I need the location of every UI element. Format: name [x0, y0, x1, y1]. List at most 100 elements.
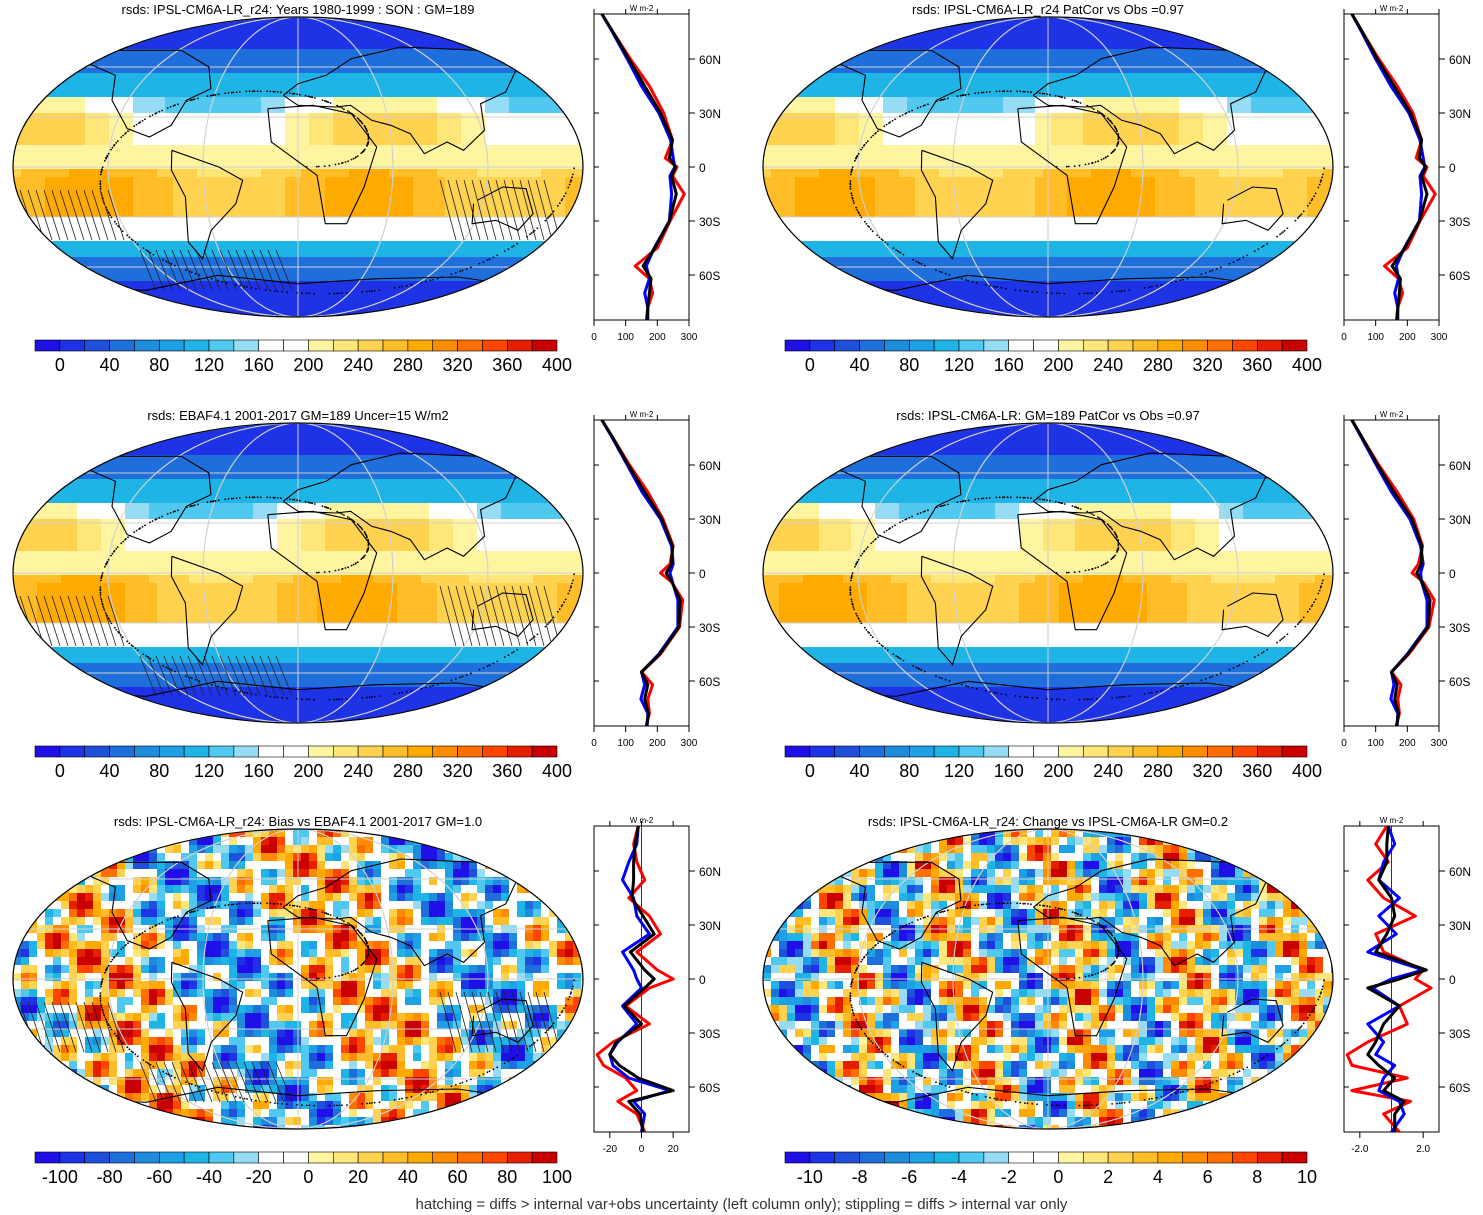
colorbar-swatch	[84, 1151, 110, 1164]
colorbar-swatch	[158, 745, 185, 758]
colorbar-tick-label: 60	[448, 1167, 468, 1187]
map-frame	[762, 422, 1334, 724]
colorbar-tick-label: 8	[1252, 1167, 1262, 1187]
panel-title: rsds: IPSL-CM6A-LR: GM=189 PatCor vs Obs…	[896, 408, 1200, 423]
profile-x-label: 300	[1431, 332, 1448, 343]
profile-unit: W m-2	[1380, 816, 1404, 825]
colorbar-tick-label: 80	[899, 355, 919, 375]
panel-svg: -100 -80 -60 -40 -20 0 20 40 60 80 100 W m-2 60N 30N 0…	[12, 816, 721, 1187]
colorbar-tick-label: 0	[55, 355, 65, 375]
profile-x-label: 100	[1367, 738, 1384, 749]
hatching	[19, 585, 561, 697]
colorbar-swatch	[1157, 1151, 1184, 1164]
colorbar-swatch	[258, 745, 284, 758]
colorbar-tick-label: 400	[1292, 761, 1322, 781]
colorbar-swatch	[1281, 745, 1308, 758]
colorbar-swatch	[1207, 745, 1233, 758]
colorbar-tick-label: 80	[899, 761, 919, 781]
colorbar-swatch	[1058, 339, 1084, 352]
profile-lat-label: 0	[699, 973, 706, 987]
colorbar-tick-label: 360	[1242, 355, 1272, 375]
colorbar-swatch	[531, 339, 558, 352]
colorbar-swatch	[784, 1151, 811, 1164]
profile-lat-label: 30N	[699, 919, 721, 933]
colorbar-tick-label: 160	[244, 761, 274, 781]
colorbar-tick-label: -100	[42, 1167, 78, 1187]
colorbar-tick-label: -60	[146, 1167, 172, 1187]
profile-lat-label: 30S	[1449, 1027, 1470, 1041]
colorbar: -100 -80 -60 -40 -20 0 20 40 60 80 100	[34, 1151, 572, 1187]
colorbar-swatch	[958, 339, 985, 352]
profile-x-label: 20	[668, 1144, 680, 1155]
profile-x-label: 0	[591, 738, 597, 749]
colorbar-tick-label: -8	[852, 1167, 868, 1187]
colorbar-swatch	[109, 1151, 135, 1164]
colorbar-tick-label: 120	[944, 355, 974, 375]
colorbar-swatch	[958, 745, 985, 758]
colorbar-swatch	[1256, 1151, 1283, 1164]
colorbar-swatch	[134, 339, 160, 352]
map-frame	[762, 16, 1334, 318]
profile-lat-label: 30N	[1449, 919, 1471, 933]
coastlines	[817, 452, 1284, 697]
colorbar-swatch	[457, 339, 483, 352]
colorbar-tick-label: -40	[196, 1167, 222, 1187]
colorbar-swatch	[834, 339, 860, 352]
colorbar-tick-label: 320	[1193, 761, 1223, 781]
colorbar-swatch	[407, 745, 434, 758]
profile-line-mean	[600, 419, 682, 727]
hatching	[19, 991, 561, 1103]
colorbar-swatch	[884, 339, 910, 352]
profile-lat-label: 60S	[699, 1081, 720, 1095]
profile-x-label: 0	[1341, 332, 1347, 343]
profile-x-label: 100	[617, 332, 634, 343]
colorbar-tick-label: -6	[901, 1167, 917, 1187]
colorbar-swatch	[208, 745, 235, 758]
panel-svg: 0 40 80 120 160 200 240 280 320 360 400 W m-2 60N 30N…	[762, 4, 1471, 375]
colorbar-swatch	[233, 1151, 260, 1164]
colorbar-tick-label: 100	[542, 1167, 572, 1187]
profile-lat-label: 30N	[699, 107, 721, 121]
colorbar: -10 -8 -6 -4 -2 0 2 4 6 8 10	[784, 1151, 1317, 1187]
profile-lat-label: 60N	[699, 865, 721, 879]
colorbar-swatch	[884, 1151, 910, 1164]
profile-lat-label: 60S	[699, 675, 720, 689]
colorbar-tick-label: -4	[951, 1167, 967, 1187]
colorbar-tick-label: 200	[1043, 355, 1073, 375]
colorbar-tick-label: 80	[497, 1167, 517, 1187]
colorbar-swatch	[1082, 339, 1109, 352]
profile-lat-label: 60N	[1449, 53, 1471, 67]
footer-note: hatching = diffs > internal var+obs unce…	[415, 1196, 1068, 1213]
colorbar-tick-label: -20	[246, 1167, 272, 1187]
profile-lat-label: 60N	[699, 459, 721, 473]
colorbar-swatch	[233, 339, 260, 352]
stippling	[849, 902, 1325, 1107]
colorbar-tick-label: 160	[994, 355, 1024, 375]
colorbar-tick-label: 6	[1203, 1167, 1213, 1187]
colorbar-swatch	[332, 1151, 359, 1164]
colorbar-tick-label: 40	[850, 761, 870, 781]
colorbar-tick-label: 160	[994, 761, 1024, 781]
colorbar-swatch	[183, 339, 210, 352]
profile-lat-label: 30N	[1449, 513, 1471, 527]
colorbar-swatch	[308, 339, 334, 352]
profile-line-mean	[1350, 419, 1432, 727]
colorbar-swatch	[809, 745, 836, 758]
colorbar-swatch	[1182, 1151, 1208, 1164]
colorbar-swatch	[457, 745, 483, 758]
colorbar-tick-label: 40	[398, 1167, 418, 1187]
zonal-profile: W m-2 60N 30N 0 30S 60S 0 100 200 300	[591, 4, 721, 343]
colorbar-tick-label: 320	[443, 761, 473, 781]
colorbar-tick-label: 280	[1143, 355, 1173, 375]
profile-lat-label: 60S	[1449, 675, 1470, 689]
colorbar-tick-label: 0	[805, 355, 815, 375]
colorbar-swatch	[34, 1151, 61, 1164]
colorbar-swatch	[859, 1151, 885, 1164]
panel-title: rsds: IPSL-CM6A-LR_r24: Bias vs EBAF4.1 …	[113, 814, 483, 829]
profile-unit: W m-2	[1380, 4, 1404, 13]
colorbar-swatch	[859, 745, 885, 758]
colorbar-swatch	[457, 1151, 483, 1164]
colorbar-swatch	[1281, 339, 1308, 352]
colorbar-tick-label: 160	[244, 355, 274, 375]
colorbar-swatch	[908, 1151, 935, 1164]
